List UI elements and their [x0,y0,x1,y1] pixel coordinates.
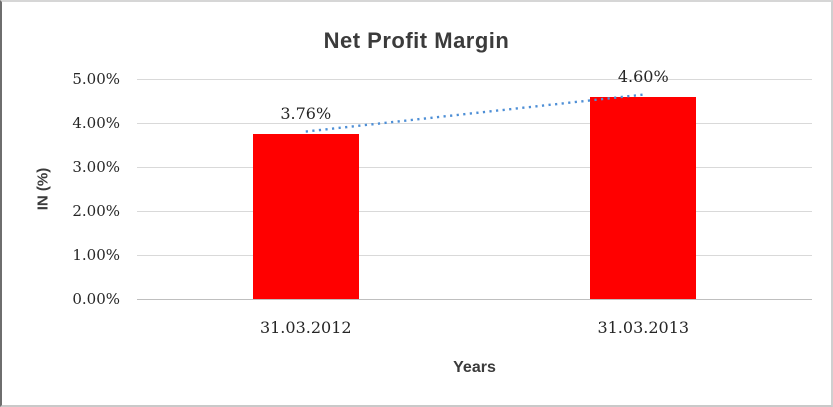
gridline [137,211,812,212]
chart-title: Net Profit Margin [323,28,510,53]
y-tick-label: 3.00% [72,158,120,176]
bar-31.03.2013 [590,96,697,299]
x-axis-title: Years [453,359,496,376]
y-tick-label: 2.00% [72,202,120,220]
y-tick-label: 5.00% [72,70,120,88]
gridline [137,167,812,168]
plot-area [137,79,812,300]
gridline [137,255,812,256]
gridline [137,123,812,124]
x-tick-label: 31.03.2013 [597,318,690,337]
y-tick-label: 0.00% [72,290,120,308]
bar-31.03.2012 [252,133,359,299]
data-label: 3.76% [280,103,332,123]
y-tick-label: 4.00% [72,114,120,132]
y-tick-label: 1.00% [72,246,120,264]
gridline [137,79,812,80]
x-axis-line [137,299,812,300]
x-tick-label: 31.03.2012 [259,318,352,337]
data-label: 4.60% [617,66,669,86]
